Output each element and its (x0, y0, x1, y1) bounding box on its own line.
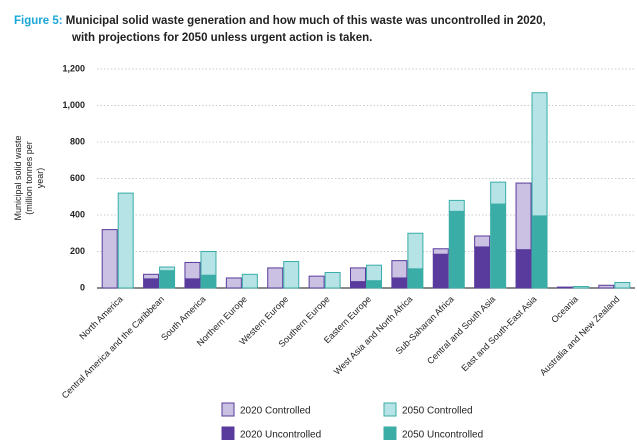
y-tick-label: 1,000 (62, 100, 85, 110)
bar-segment (117, 192, 134, 289)
x-tick-label: East and South-East Asia (459, 294, 538, 373)
bar-segment (308, 275, 325, 289)
bar-segment (143, 273, 160, 280)
bar-segment (448, 210, 465, 289)
legend-swatch (221, 426, 235, 440)
x-tick-label: West Asia and North Africa (332, 294, 415, 377)
bar-segment (474, 235, 491, 248)
chart-title-line: with projections for 2050 unless urgent … (71, 32, 372, 44)
bar-segment (474, 246, 491, 289)
bar-segment (350, 281, 366, 289)
bar-segment (391, 260, 408, 279)
figure-label: Figure 5: (14, 15, 63, 27)
bar-segment (283, 261, 300, 289)
bar-segment (490, 181, 507, 205)
bar-segment (432, 248, 449, 255)
y-tick-label: 200 (70, 246, 85, 256)
bar-segment (556, 286, 573, 289)
bar-segment (572, 286, 589, 289)
y-tick-label: 600 (70, 173, 85, 183)
legend-label: 2050 Uncontrolled (402, 430, 483, 440)
y-tick-label: 0 (80, 282, 85, 292)
bar-segment (200, 274, 217, 289)
bar-segment (614, 282, 631, 289)
bar-segment (391, 277, 408, 289)
bar-segment (515, 249, 532, 289)
bar-segment (407, 232, 424, 270)
bar-segment (324, 271, 341, 289)
y-axis-label-line: year) (35, 168, 45, 189)
y-tick-label: 1,200 (62, 63, 85, 73)
bar-segment (241, 273, 258, 289)
bar-segment (350, 267, 366, 283)
bar-segment (407, 268, 424, 289)
legend-label: 2050 Controlled (402, 406, 473, 417)
bar-segment (531, 215, 548, 289)
y-axis-label-line: Municipal solid waste (13, 135, 23, 220)
y-axis-label: Municipal solid waste(million tonnes per… (13, 135, 45, 220)
bar-segment (159, 270, 176, 289)
bar-segment (101, 229, 118, 289)
legend-swatch (383, 402, 397, 417)
bar-segment (225, 277, 242, 289)
bar-segment (267, 267, 284, 289)
legend-label: 2020 Controlled (240, 406, 311, 417)
x-tick-label: Oceania (549, 294, 580, 325)
bar-segment (515, 182, 532, 251)
bar-segment (448, 199, 465, 212)
bar-segment (366, 280, 382, 289)
bar-segment (159, 266, 176, 272)
bar-segment (184, 278, 201, 289)
bar-segment (184, 261, 201, 280)
legend-swatch (383, 426, 397, 440)
y-tick-label: 400 (70, 209, 85, 219)
title-text: Municipal solid waste generation and how… (66, 15, 546, 27)
y-axis-label-line: (million tonnes per (24, 141, 34, 215)
bar-segment (432, 253, 449, 289)
x-tick-label: Australia and New Zealand (538, 294, 621, 377)
bar-segment (143, 278, 160, 289)
bar-segment (598, 284, 615, 289)
y-tick-label: 800 (70, 136, 85, 146)
x-tick-label: Central and South Asia (425, 294, 497, 366)
legend-swatch (221, 402, 235, 417)
bar-segment (366, 264, 382, 282)
chart-title-line: Figure 5: Municipal solid waste generati… (14, 15, 546, 27)
bar-segment (200, 251, 217, 276)
legend-label: 2020 Uncontrolled (240, 430, 321, 440)
bar-segment (490, 203, 507, 289)
bar-segment (531, 92, 548, 217)
